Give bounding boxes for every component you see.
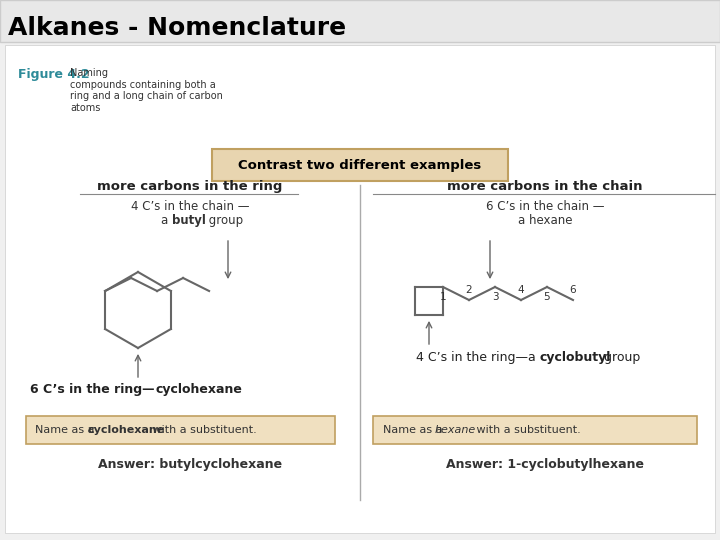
Text: cyclobutyl: cyclobutyl bbox=[540, 351, 611, 364]
Text: with a substituent.: with a substituent. bbox=[149, 425, 257, 435]
FancyBboxPatch shape bbox=[212, 149, 508, 181]
Text: 4 C’s in the ring—a: 4 C’s in the ring—a bbox=[416, 351, 540, 364]
Text: a hexane: a hexane bbox=[518, 214, 572, 227]
Text: Answer: butylcyclohexane: Answer: butylcyclohexane bbox=[98, 458, 282, 471]
Text: 6 C’s in the ring—: 6 C’s in the ring— bbox=[30, 383, 155, 396]
Text: group: group bbox=[600, 351, 640, 364]
Text: more carbons in the chain: more carbons in the chain bbox=[447, 180, 643, 193]
Text: Answer: 1-cyclobutylhexane: Answer: 1-cyclobutylhexane bbox=[446, 458, 644, 471]
Text: 1: 1 bbox=[440, 292, 446, 302]
Text: 5: 5 bbox=[544, 292, 550, 302]
Text: 6: 6 bbox=[570, 285, 576, 295]
Text: hexane: hexane bbox=[435, 425, 476, 435]
FancyBboxPatch shape bbox=[373, 416, 697, 444]
Text: Name as a: Name as a bbox=[35, 425, 98, 435]
Text: with a substituent.: with a substituent. bbox=[473, 425, 581, 435]
Text: 6 C’s in the chain —: 6 C’s in the chain — bbox=[486, 200, 604, 213]
Text: a: a bbox=[161, 214, 172, 227]
Text: Name as a: Name as a bbox=[383, 425, 446, 435]
Text: Figure 4.2: Figure 4.2 bbox=[18, 68, 89, 81]
Text: cyclohexane: cyclohexane bbox=[87, 425, 164, 435]
Text: 4 C’s in the chain —: 4 C’s in the chain — bbox=[131, 200, 249, 213]
Text: 4: 4 bbox=[518, 285, 524, 295]
FancyBboxPatch shape bbox=[5, 45, 715, 533]
Text: 2: 2 bbox=[466, 285, 472, 295]
Text: group: group bbox=[205, 214, 243, 227]
FancyBboxPatch shape bbox=[26, 416, 335, 444]
Text: Naming
compounds containing both a
ring and a long chain of carbon
atoms: Naming compounds containing both a ring … bbox=[70, 68, 223, 113]
FancyBboxPatch shape bbox=[0, 0, 720, 42]
Text: 3: 3 bbox=[492, 292, 498, 302]
Text: butyl: butyl bbox=[172, 214, 206, 227]
Text: more carbons in the ring: more carbons in the ring bbox=[97, 180, 283, 193]
Text: Contrast two different examples: Contrast two different examples bbox=[238, 159, 482, 172]
Text: cyclohexane: cyclohexane bbox=[155, 383, 242, 396]
Text: Alkanes - Nomenclature: Alkanes - Nomenclature bbox=[8, 16, 346, 40]
